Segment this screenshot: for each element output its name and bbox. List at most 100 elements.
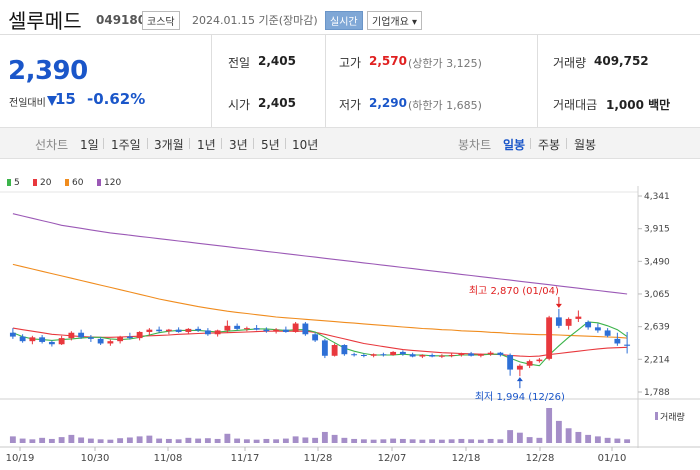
volume-bar <box>604 437 611 443</box>
candle-body <box>448 354 455 356</box>
volume-bar <box>68 434 75 443</box>
volume-bar <box>370 439 377 443</box>
candle-body <box>555 317 562 326</box>
y-tick-label: 2,639 <box>644 323 670 333</box>
tab-separator <box>103 138 104 149</box>
tab-separator <box>147 138 148 149</box>
tab-1w[interactable]: 1주일 <box>111 138 141 152</box>
candle-body <box>263 329 270 332</box>
tab-separator <box>221 138 222 149</box>
company-overview-dropdown[interactable]: 기업개요 ▾ <box>367 11 422 30</box>
volume-legend-swatch <box>655 412 658 420</box>
open-value: 2,405 <box>258 96 296 110</box>
x-tick-label: 10/30 <box>81 453 110 464</box>
price-chart[interactable]: 4,341 3,915 3,490 3,065 2,639 2,214 1,788 10/19… <box>0 186 700 470</box>
y-tick-label: 2,214 <box>644 355 670 365</box>
candle-body <box>156 329 163 332</box>
tab-weekly[interactable]: 주봉 <box>538 138 561 152</box>
volume-legend-label: 거래량 <box>660 411 685 423</box>
tab-monthly[interactable]: 월봉 <box>574 138 597 152</box>
candle-body <box>536 359 543 362</box>
volume-bar <box>360 439 367 443</box>
x-tick-label: 12/28 <box>526 453 555 464</box>
upper-limit: (상한가 3,125) <box>408 57 482 70</box>
volume-bar <box>234 438 241 443</box>
volume-bar <box>536 437 543 443</box>
candle-body <box>48 341 55 345</box>
volume-bar <box>341 437 348 443</box>
tab-separator <box>285 138 286 149</box>
x-tick-label: 12/07 <box>378 453 407 464</box>
low-label: 저가 <box>339 98 362 112</box>
change-value: 15 <box>55 90 76 108</box>
trade-value: 1,000 백만 <box>606 98 671 112</box>
tab-3m[interactable]: 3개월 <box>154 138 184 152</box>
chart-period-tabs: 선차트 1일 1주일 3개월 1년 3년 5년 10년 봉차트 일봉 주봉 월봉 <box>0 127 700 159</box>
ma120-line <box>12 213 628 295</box>
volume-bar <box>448 439 455 443</box>
candle-body <box>360 354 367 356</box>
change-percent: -0.62% <box>87 90 146 108</box>
candle-body <box>526 361 533 366</box>
line-chart-label: 선차트 <box>35 138 69 152</box>
high-arrow-icon <box>555 303 562 308</box>
volume-bar <box>624 439 631 443</box>
realtime-button[interactable]: 실시간 <box>325 11 363 30</box>
volume-bar <box>351 438 358 443</box>
volume-bar <box>516 432 523 443</box>
legend-ma60: 60 <box>65 178 83 188</box>
tab-3y[interactable]: 3년 <box>229 138 248 152</box>
stock-name: 셀루메드 <box>8 9 82 33</box>
candle-body <box>253 328 260 330</box>
volume-bar <box>78 437 85 443</box>
tab-daily[interactable]: 일봉 <box>503 138 526 152</box>
candle-body <box>146 329 153 332</box>
candle-body <box>302 323 309 335</box>
volume-bar <box>312 437 319 443</box>
open-label: 시가 <box>228 98 251 112</box>
candle-body <box>243 328 250 330</box>
tab-5y[interactable]: 5년 <box>261 138 280 152</box>
x-tick-label: 12/18 <box>452 453 481 464</box>
tab-1y[interactable]: 1년 <box>197 138 216 152</box>
quote-date: 2024.01.15 기준(장마감) <box>192 14 318 27</box>
candle-body <box>624 344 631 346</box>
candle-body <box>477 354 484 356</box>
candle-body <box>351 354 358 356</box>
candle-body <box>585 321 592 328</box>
candle-body <box>370 354 377 356</box>
candle-body <box>594 327 601 331</box>
candle-body <box>507 354 514 370</box>
legend-swatch <box>33 179 37 186</box>
candle-body <box>107 341 114 344</box>
volume-bar <box>438 439 445 443</box>
candle-body <box>331 345 338 356</box>
candle-body <box>78 332 85 338</box>
legend-label: 120 <box>104 178 122 188</box>
candle-body <box>409 354 416 357</box>
candle-body <box>273 329 280 332</box>
volume-bar <box>555 420 562 443</box>
low-annotation: 최저 1,994 (12/26) <box>475 391 565 403</box>
legend-swatch <box>97 179 101 186</box>
candle-body <box>68 332 75 339</box>
volume-bar <box>321 431 328 443</box>
volume-bar <box>185 437 192 443</box>
candle-body <box>19 336 26 342</box>
volume-bar <box>48 438 55 443</box>
volume-bar <box>9 436 16 443</box>
volume-bar <box>468 439 475 443</box>
y-tick-label: 3,065 <box>644 290 670 300</box>
candle-body <box>565 318 572 326</box>
volume-bar <box>58 437 65 443</box>
tab-10y[interactable]: 10년 <box>292 138 319 152</box>
volume-bar <box>175 439 182 443</box>
candle-body <box>614 338 621 344</box>
tab-separator <box>530 138 531 149</box>
tab-1d[interactable]: 1일 <box>80 138 99 152</box>
volume-bar <box>19 438 26 443</box>
volume-bar <box>497 439 504 443</box>
volume-bar <box>165 438 172 443</box>
ma20-line <box>12 327 628 358</box>
tab-separator <box>253 138 254 149</box>
